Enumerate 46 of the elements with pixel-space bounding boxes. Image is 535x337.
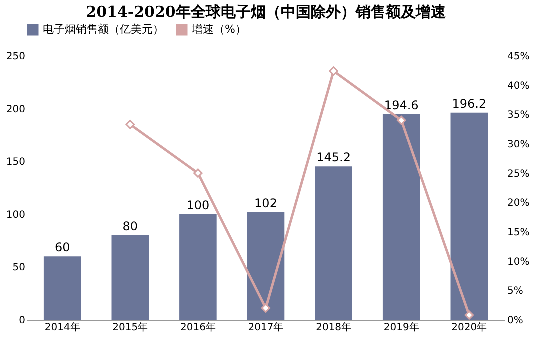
bar <box>180 214 217 320</box>
point <box>261 304 271 313</box>
bar <box>44 256 82 320</box>
y2-tick-label: 15% <box>508 228 530 238</box>
y2-tick-label: 25% <box>508 168 530 180</box>
y-tick-label: 150 <box>6 157 26 168</box>
y-tick-label: 50 <box>12 262 26 274</box>
bar <box>450 112 488 320</box>
bar <box>247 212 285 320</box>
y2-tick-label: 35% <box>508 110 530 122</box>
legend-label: 电子烟销售额（亿美元） <box>43 23 164 36</box>
y-tick-label: 200 <box>6 104 26 116</box>
data-label: 100 <box>186 198 210 212</box>
point <box>396 116 406 126</box>
bar <box>112 236 150 320</box>
chart-title: 2014-2020年全球电子烟（中国除外）销售额及增速 <box>86 3 447 21</box>
data-label: 196.2 <box>452 96 487 111</box>
point <box>329 66 338 76</box>
x-tick-label: 2016年 <box>180 322 216 334</box>
x-tick-label: 2018年 <box>316 322 352 334</box>
point <box>194 168 203 178</box>
y-tick-label: 0 <box>19 316 26 326</box>
y2-tick-label: 0% <box>508 316 524 326</box>
y-tick-label: 250 <box>6 52 26 62</box>
bar <box>315 166 352 320</box>
x-tick-label: 2015年 <box>112 322 148 334</box>
data-label: 60 <box>54 240 70 255</box>
legend-label: 增速（%） <box>191 23 246 36</box>
y2-tick-label: 10% <box>508 256 530 268</box>
x-tick-label: 2019年 <box>384 322 420 334</box>
data-label: 145.2 <box>316 150 351 165</box>
data-label: 102 <box>254 196 278 210</box>
y2-tick-label: 45% <box>508 52 530 62</box>
data-label: 80 <box>122 220 138 234</box>
data-label: 194.6 <box>384 98 419 112</box>
x-tick-label: 2020年 <box>452 322 488 334</box>
x-tick-label: 2014年 <box>44 322 80 334</box>
point <box>126 120 136 130</box>
y-tick-label: 100 <box>6 210 26 221</box>
bar <box>382 114 420 320</box>
y2-tick-label: 40% <box>508 80 530 92</box>
point <box>464 310 474 320</box>
x-tick-label: 2017年 <box>248 322 284 334</box>
y2-tick-label: 20% <box>508 198 530 210</box>
y2-tick-label: 5% <box>508 286 524 298</box>
y2-tick-label: 30% <box>508 140 530 150</box>
